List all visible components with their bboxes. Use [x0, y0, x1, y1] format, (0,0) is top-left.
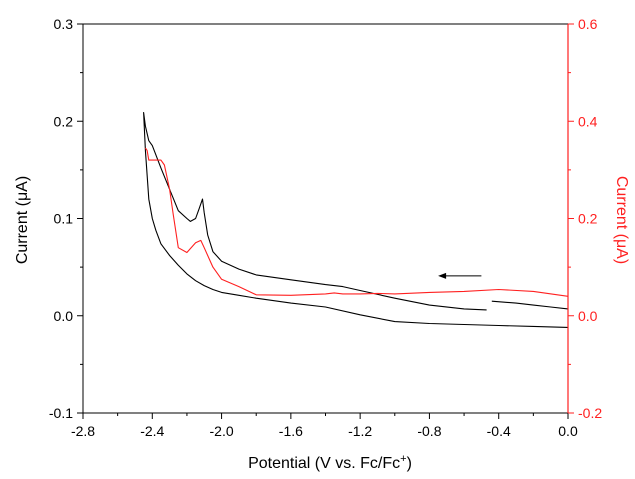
x-tick-label: -2.4	[140, 423, 164, 439]
y-right-tick-label: 0.4	[578, 113, 598, 129]
black-series-line-0	[491, 300, 569, 310]
y-left-tick-label: -0.1	[49, 405, 73, 421]
x-axis-ticks: -2.8 -2.4 -2.0 -1.6 -1.2 -0.8 -0.4 0.0	[71, 413, 578, 439]
plot-frame	[82, 23, 569, 414]
y-left-axis-ticks: -0.1 0.0 0.1 0.2 0.3	[49, 16, 83, 421]
scan-direction-arrow	[438, 272, 482, 279]
x-tick-label: -1.6	[279, 423, 303, 439]
y-left-tick-label: 0.1	[54, 211, 74, 227]
x-axis-label: Potential (V vs. Fc/Fc+)	[248, 453, 412, 472]
x-tick-label: -1.2	[348, 423, 372, 439]
x-tick-label: -0.8	[417, 423, 441, 439]
x-tick-label: 0.0	[558, 423, 578, 439]
y-left-tick-label: 0.2	[54, 113, 74, 129]
y-left-tick-label: 0.3	[54, 16, 74, 32]
plot-lines	[143, 111, 569, 328]
black-series-line-1	[143, 111, 569, 328]
y-right-axis-ticks: -0.2 0.0 0.2 0.4 0.6	[567, 16, 602, 421]
y-right-tick-label: 0.2	[578, 211, 598, 227]
y-right-tick-label: 0.0	[578, 308, 598, 324]
y-right-tick-label: -0.2	[578, 405, 602, 421]
y-left-axis-label: Current (μA)	[14, 176, 31, 264]
arrow-head-icon	[438, 272, 447, 279]
x-tick-label: -2.8	[71, 423, 95, 439]
x-tick-label: -2.0	[210, 423, 234, 439]
y-right-axis-label: Current (μA)	[613, 176, 630, 264]
x-tick-label: -0.4	[487, 423, 511, 439]
red-series-line-0	[144, 147, 569, 297]
y-left-tick-label: 0.0	[54, 308, 74, 324]
y-right-tick-label: 0.6	[578, 16, 598, 32]
